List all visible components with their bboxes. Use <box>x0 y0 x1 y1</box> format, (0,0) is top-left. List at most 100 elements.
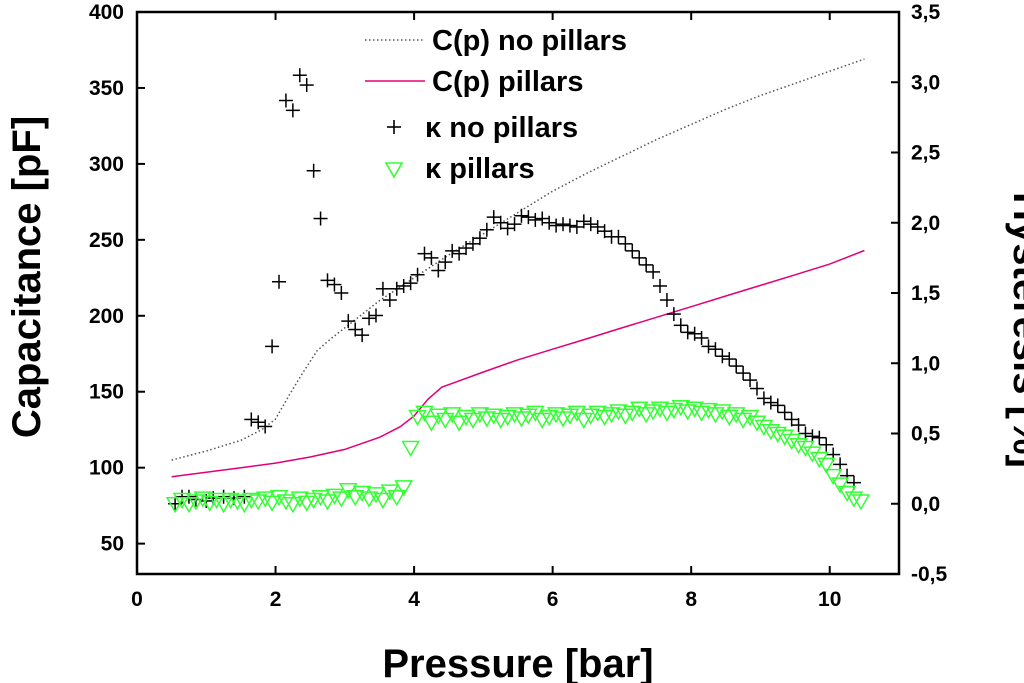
kappa-no-pillars-point <box>694 330 709 345</box>
kappa-no-pillars-point <box>452 246 467 261</box>
kappa-no-pillars-point <box>493 215 508 230</box>
kappa-no-pillars-point <box>701 339 716 354</box>
y-left-tick-label: 350 <box>89 77 124 100</box>
kappa-pillars-point <box>172 492 192 510</box>
kappa-no-pillars-point <box>514 208 529 223</box>
kappa-no-pillars-point <box>666 307 681 322</box>
legend-label-cp-pillars: C(p) pillars <box>432 66 583 98</box>
series-kappa-pillars <box>165 400 871 514</box>
kappa-no-pillars-point <box>313 211 328 226</box>
kappa-no-pillars-point <box>265 339 280 354</box>
kappa-no-pillars-point <box>659 293 674 308</box>
kappa-no-pillars-point <box>278 93 293 108</box>
kappa-pillars-point <box>221 492 240 510</box>
kappa-no-pillars-point <box>784 412 799 427</box>
kappa-no-pillars-point <box>507 217 522 232</box>
legend-marker-kappa-pillars <box>384 162 404 179</box>
kappa-pillars-point <box>810 452 829 469</box>
kappa-no-pillars-point <box>749 381 764 396</box>
legend-label-kappa-pillars: κ pillars <box>425 153 535 185</box>
y-right-tick-label: 2,5 <box>911 142 941 165</box>
kappa-pillars-point <box>671 400 691 417</box>
kappa-pillars-point <box>311 489 330 507</box>
kappa-pillars-point <box>768 426 788 444</box>
x-tick-label: 4 <box>408 588 420 611</box>
kappa-no-pillars-point <box>715 349 730 364</box>
y-left-tick-label: 400 <box>89 1 124 24</box>
kappa-no-pillars-point <box>562 218 577 233</box>
kappa-pillars-point <box>435 412 455 429</box>
kappa-no-pillars-point <box>583 217 598 232</box>
y-right-tick-label: 2,0 <box>911 212 940 235</box>
kappa-pillars-point <box>782 433 801 451</box>
kappa-no-pillars-point <box>355 328 370 343</box>
kappa-pillars-point <box>713 404 732 421</box>
kappa-no-pillars-point <box>327 277 342 292</box>
kappa-pillars-point <box>415 405 434 422</box>
kappa-pillars-point <box>359 491 379 508</box>
kappa-pillars-point <box>449 415 469 432</box>
kappa-no-pillars-point <box>611 229 626 244</box>
kappa-pillars-point <box>699 402 718 420</box>
x-tick-label: 0 <box>131 588 143 611</box>
kappa-pillars-point <box>255 491 275 508</box>
kappa-no-pillars-point <box>743 373 758 388</box>
y-left-axis-title: Capacitance [pF] <box>5 116 49 438</box>
kappa-no-pillars-point <box>445 243 460 258</box>
kappa-no-pillars-point <box>382 293 397 308</box>
x-tick-label: 6 <box>547 588 559 611</box>
kappa-no-pillars-point <box>597 224 612 239</box>
kappa-pillars-point <box>505 407 524 424</box>
axis-layer: 0 2 4 6 8 10 50 100 150 200 250 300 350 400 -0,5 0,0 0,5… <box>89 1 948 611</box>
kappa-no-pillars-point <box>708 342 723 357</box>
kappa-pillars-point <box>685 401 704 418</box>
kappa-pillars-point <box>609 404 628 421</box>
kappa-pillars-point <box>816 457 836 474</box>
kappa-no-pillars-point <box>791 418 806 433</box>
y-left-tick-label: 300 <box>89 153 124 176</box>
kappa-pillars-point <box>740 409 760 427</box>
kappa-no-pillars-point <box>819 437 834 452</box>
kappa-no-pillars-point <box>292 68 307 83</box>
y-right-tick-label: 1,5 <box>911 282 941 305</box>
kappa-no-pillars-point <box>653 278 668 293</box>
y-left-tick-label: 100 <box>89 457 124 480</box>
kappa-pillars-point <box>269 489 289 507</box>
y-right-tick-label: 1,0 <box>911 352 940 375</box>
kappa-no-pillars-point <box>431 263 446 278</box>
kappa-pillars-point <box>345 489 365 507</box>
kappa-pillars-point <box>325 488 344 505</box>
x-tick-label: 2 <box>270 588 282 611</box>
kappa-no-pillars-point <box>403 276 418 291</box>
kappa-pillars-point <box>844 491 864 508</box>
kappa-pillars-point <box>422 415 441 432</box>
kappa-no-pillars-point <box>639 257 654 272</box>
series-layer <box>165 58 871 514</box>
kappa-no-pillars-point <box>729 359 744 374</box>
y-left-tick-label: 200 <box>89 305 124 328</box>
kappa-pillars-point <box>574 412 594 429</box>
kappa-no-pillars-point <box>632 250 647 265</box>
kappa-no-pillars-point <box>777 405 792 420</box>
kappa-no-pillars-point <box>549 218 564 233</box>
kappa-no-pillars-point <box>528 212 543 227</box>
y-right-tick-label: 0,0 <box>911 493 940 516</box>
kappa-pillars-point <box>796 440 815 458</box>
kappa-pillars-point <box>352 485 372 503</box>
kappa-no-pillars-point <box>479 222 494 237</box>
kappa-pillars-point <box>429 408 448 425</box>
kappa-no-pillars-point <box>763 395 778 410</box>
legend: C(p) no pillars C(p) pillars κ no pillar… <box>365 25 627 185</box>
kappa-no-pillars-point <box>736 366 751 381</box>
kappa-pillars-point <box>401 440 420 458</box>
kappa-no-pillars-point <box>299 78 314 93</box>
kappa-no-pillars-point <box>410 267 425 282</box>
kappa-pillars-point <box>803 446 822 463</box>
series-line-cp-pillars <box>171 249 865 478</box>
y-right-tick-label: 3,0 <box>911 71 940 94</box>
kappa-no-pillars-point <box>618 236 633 251</box>
kappa-pillars-point <box>484 408 504 425</box>
kappa-no-pillars-point <box>396 278 411 293</box>
kappa-pillars-point <box>747 415 767 432</box>
series-line-cp-no-pillars <box>171 58 865 461</box>
